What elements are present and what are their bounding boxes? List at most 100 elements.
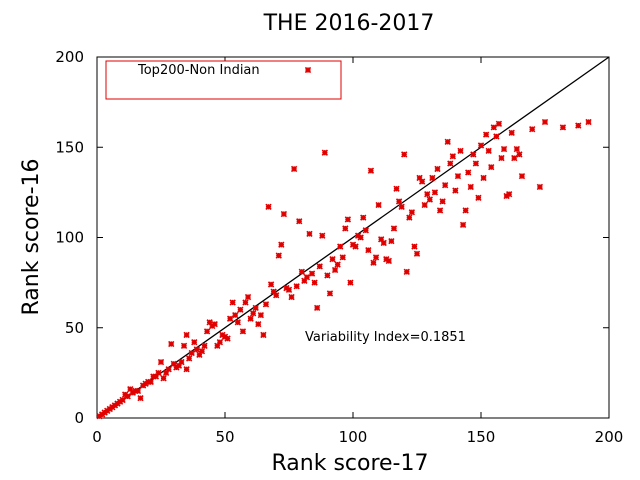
data-point (257, 311, 265, 319)
data-point (436, 207, 444, 214)
data-point (275, 252, 282, 259)
data-point (313, 304, 321, 312)
legend-marker (304, 66, 312, 74)
data-point (226, 315, 234, 322)
data-point (485, 147, 492, 155)
data-point (119, 396, 126, 404)
data-point (498, 154, 505, 162)
data-point (393, 185, 400, 192)
data-point (311, 279, 318, 286)
data-point (124, 393, 131, 400)
data-point (347, 279, 354, 286)
x-tick-label: 200 (595, 428, 624, 446)
x-tick-label: 0 (92, 428, 102, 446)
data-point (296, 218, 303, 225)
data-point (365, 246, 372, 254)
y-tick-label: 100 (55, 229, 84, 247)
data-point (303, 274, 311, 281)
data-point (232, 311, 239, 319)
data-point (475, 194, 482, 201)
y-tick-label: 150 (55, 138, 84, 156)
data-point (372, 254, 380, 261)
data-point (288, 293, 295, 301)
data-point (477, 142, 485, 149)
data-point (493, 133, 500, 140)
y-tick-label: 200 (55, 48, 84, 66)
data-point (449, 153, 457, 160)
x-tick-label: 50 (215, 428, 234, 446)
data-point (183, 331, 190, 339)
data-point (424, 191, 431, 198)
data-point (306, 230, 313, 238)
data-point (472, 160, 480, 167)
data-point (431, 189, 439, 196)
data-point (242, 299, 249, 306)
data-point (352, 243, 359, 250)
data-point (418, 178, 426, 185)
y-axis-label: Rank score-16 (19, 158, 44, 315)
data-point (480, 174, 487, 182)
data-point (411, 243, 418, 250)
data-point (316, 263, 323, 270)
data-point (293, 283, 300, 290)
data-point (390, 225, 398, 232)
legend-series-label: Top200-Non Indian (137, 63, 260, 78)
data-point (249, 310, 257, 317)
data-point (529, 126, 536, 133)
data-point (285, 286, 293, 294)
data-point (267, 281, 275, 288)
data-point (193, 346, 201, 353)
data-point (362, 227, 369, 234)
data-point (239, 328, 247, 335)
data-point (337, 243, 344, 250)
data-point (211, 320, 218, 328)
data-point (380, 239, 387, 247)
data-point (265, 203, 272, 210)
data-point (367, 167, 375, 174)
data-point (490, 124, 497, 131)
data-point (441, 181, 449, 189)
data-point (298, 268, 305, 275)
data-point (224, 335, 231, 342)
data-point (334, 261, 341, 268)
x-axis-label: Rank score-17 (271, 451, 428, 476)
data-point (147, 378, 154, 386)
data-point (385, 257, 393, 265)
data-point (180, 342, 188, 349)
data-point (541, 118, 549, 126)
data-point (518, 172, 526, 180)
data-point (488, 163, 495, 171)
x-tick-label: 100 (339, 428, 368, 446)
data-point (183, 366, 190, 373)
data-point (229, 299, 236, 306)
data-point (329, 255, 336, 263)
x-tick-label: 150 (467, 428, 496, 446)
data-point (482, 131, 490, 138)
variability-index-annotation: Variability Index=0.1851 (305, 330, 466, 345)
data-point (429, 174, 436, 182)
data-point (237, 306, 244, 313)
data-point (575, 122, 582, 129)
data-point (244, 293, 252, 301)
data-point (447, 160, 454, 167)
y-tick-label: 0 (74, 409, 84, 427)
data-point (165, 366, 172, 373)
data-point (201, 342, 208, 349)
data-point (342, 225, 349, 232)
data-point (319, 232, 326, 239)
legend: Top200-Non Indian (105, 60, 342, 100)
data-point (452, 187, 459, 194)
data-point (255, 320, 262, 328)
data-point (398, 203, 405, 210)
data-point (247, 315, 254, 322)
data-point (421, 201, 428, 209)
data-point (260, 331, 267, 339)
data-point (203, 328, 211, 335)
data-point (188, 349, 195, 357)
data-point (470, 151, 477, 158)
data-point (262, 301, 270, 308)
axis-ticks: 0 50 100 150 200 0 50 100 150 200 (55, 48, 623, 446)
data-point (326, 290, 334, 297)
data-point (157, 358, 165, 366)
